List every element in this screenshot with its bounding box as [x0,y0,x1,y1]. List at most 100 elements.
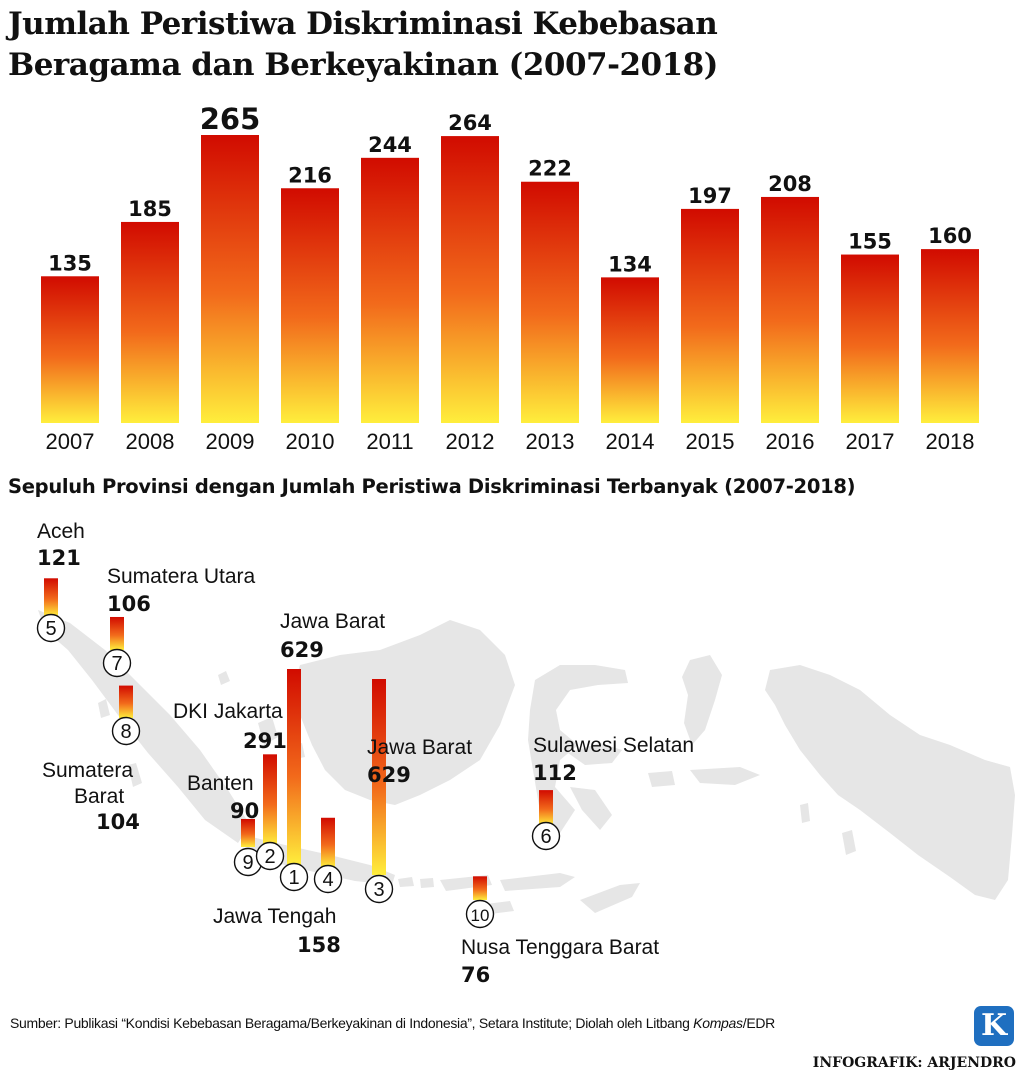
x-tick-label-2007: 2007 [46,429,95,454]
bar-value-label-2016: 208 [768,172,812,196]
prov-2-name-label: Sumatera Utara [107,565,256,588]
source-italic: Kompas [693,1015,743,1031]
title-line-1: Jumlah Peristiwa Diskriminasi Kebebasan [8,6,718,42]
bar-2008 [121,221,179,423]
bar-2009 [201,135,259,423]
title-line-2: Beragama dan Berkeyakinan (2007-2018) [8,47,718,83]
prov-9-value-label: 112 [533,761,577,785]
bar-value-label-2014: 134 [608,252,652,276]
bar-value-label-2008: 185 [128,197,172,221]
x-tick-label-2011: 2011 [366,429,413,454]
bar-2016 [761,196,819,423]
x-tick-label-2014: 2014 [606,429,655,454]
prov-10-value-label: 76 [461,963,490,987]
prov-1-value-label: 121 [37,546,81,570]
mentawai-island [128,763,142,787]
prov-9-bar [539,790,553,825]
sulawesi-southeast-arm [570,787,612,830]
x-tick-label-2008: 2008 [126,429,175,454]
prov-2-rank-number: 7 [111,653,122,675]
prov-8-rank-circle [364,874,394,904]
x-tick-label-2009: 2009 [206,429,255,454]
yearly-bar-chart: 135 2007 185 2008 265 2009 216 2010 244 2011 264 20… [41,102,979,454]
prov-4-name-label: Banten [187,772,254,795]
bangka-island [258,717,278,745]
prov-4-rank-number: 9 [242,852,253,874]
bar-2013 [521,181,579,423]
prov-6-rank-number: 1 [288,867,299,889]
prov-2-value-label: 106 [107,592,151,616]
prov-9-name-label: Sulawesi Selatan [533,734,694,757]
halmahera-island [682,655,722,745]
prov-7-bar [321,817,335,867]
aru-islands [842,830,856,855]
source-suffix: /EDR [742,1015,776,1031]
bar-2014 [601,277,659,423]
prov-3-bar [119,685,133,718]
prov-7-name-label: Jawa Tengah [213,905,336,928]
bar-value-label-2017: 155 [848,230,892,254]
prov-2-bar [110,616,124,650]
chart-title: Jumlah Peristiwa Diskriminasi Kebebasan … [8,4,1008,86]
kai-islands [800,803,810,823]
bar-value-label-2007: 135 [48,251,92,275]
prov-1-rank-circle [36,613,66,643]
kompas-logo: K [974,1006,1014,1046]
prov-8-bar [372,679,386,875]
java-island [244,835,395,885]
prov-6-name-label: Jawa Barat [280,610,385,633]
prov-3-rank-circle [111,716,141,746]
prov-10-rank-circle [465,899,495,929]
x-tick-label-2012: 2012 [446,429,495,454]
prov-9-rank-circle [531,821,561,851]
flores-island [500,873,575,891]
x-tick-label-2013: 2013 [526,429,575,454]
bar-2017 [841,254,899,423]
prov-8-name-label: Jawa Barat [367,736,472,759]
prov-4-value-label: 90 [230,799,259,823]
x-tick-label-2018: 2018 [926,429,975,454]
x-tick-label-2010: 2010 [286,429,335,454]
prov-6-bar [287,669,301,865]
prov-5-name-label: DKI Jakarta [173,700,283,723]
bar-2010 [281,188,339,423]
prov-5-value-label: 291 [243,729,287,753]
prov-8-rank-number: 3 [373,879,384,901]
riau-islands [218,671,230,685]
bar-2015 [681,208,739,423]
source-note: Sumber: Publikasi “Kondisi Kebebasan Ber… [10,1015,775,1031]
bali-island [398,877,414,887]
bar-2011 [361,157,419,424]
prov-1-name-label: Aceh [37,520,85,543]
prov-7-value-label: 158 [297,933,341,957]
bar-value-label-2011: 244 [368,133,412,157]
bar-2007 [41,276,99,423]
prov-10-rank-number: 10 [471,906,490,925]
prov-3-rank-number: 8 [120,721,131,743]
prov-3-value-label: 104 [96,810,140,834]
buru-island [648,771,675,787]
prov-7-rank-circle [313,864,343,894]
sumatra-island [38,610,250,843]
x-tick-label-2017: 2017 [846,429,895,454]
prov-6-value-label: 629 [280,638,324,662]
lombok-island [420,878,434,888]
map-subtitle: Sepuluh Provinsi dengan Jumlah Peristiwa… [8,475,856,498]
bar-value-label-2012: 264 [448,111,492,135]
prov-3-name-label: Sumatera Barat [42,759,133,808]
kalimantan-island [292,620,515,805]
timor-island [580,883,640,913]
x-tick-label-2016: 2016 [766,429,815,454]
seram-island [690,767,760,785]
prov-7-rank-number: 4 [322,869,333,891]
source-prefix: Sumber: Publikasi “Kondisi Kebebasan Ber… [10,1015,694,1031]
prov-10-name-label: Nusa Tenggara Barat [461,936,659,959]
x-tick-label-2015: 2015 [686,429,735,454]
sulawesi-east-arm [568,743,622,765]
bar-value-label-2010: 216 [288,163,332,187]
bar-value-label-2009: 265 [200,102,261,136]
papua-island [765,665,1015,900]
prov-1-bar [44,578,58,616]
infographic-credit: INFOGRAFIK: ARJENDRO [812,1055,1016,1071]
